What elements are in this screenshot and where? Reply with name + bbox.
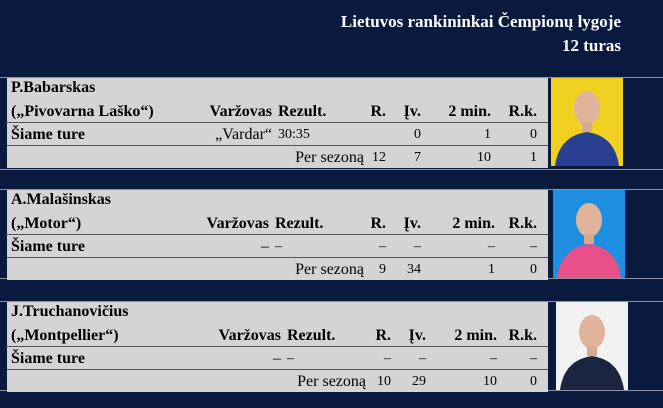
round-opponent: – xyxy=(273,350,281,367)
col-opponent: Varžovas xyxy=(206,215,269,232)
round-result: 30:35 xyxy=(278,127,310,142)
this-round-label: Šiame ture xyxy=(11,238,85,255)
round-result: – xyxy=(287,351,294,366)
player-card: A.Malašinskas („Motor“) Varžovas Rezult. R. Į… xyxy=(7,190,548,280)
season-iv: 7 xyxy=(414,150,421,165)
this-round-label: Šiame ture xyxy=(11,350,85,367)
round-iv: 0 xyxy=(414,127,421,142)
round-opponent: – xyxy=(261,238,269,255)
this-round-label: Šiame ture xyxy=(11,126,85,143)
col-2min: 2 min. xyxy=(454,327,497,344)
player-club: („Montpellier“) xyxy=(11,327,119,344)
season-r: 9 xyxy=(379,262,386,277)
col-result: Rezult. xyxy=(275,215,324,232)
round-rk: 0 xyxy=(530,127,537,142)
round-label: 12 turas xyxy=(561,36,621,55)
col-2min: 2 min. xyxy=(448,103,491,120)
season-2min: 10 xyxy=(483,374,497,389)
player-name: J.Truchanovičius xyxy=(11,303,129,320)
col-r: R. xyxy=(370,215,386,232)
season-label: Per sezoną xyxy=(295,149,364,166)
season-iv: 29 xyxy=(412,374,426,389)
round-opponent: „Vardar“ xyxy=(215,126,272,143)
divider xyxy=(0,77,663,78)
round-r: – xyxy=(379,239,386,254)
season-2min: 1 xyxy=(488,262,495,277)
round-2min: – xyxy=(488,239,495,254)
round-rk: – xyxy=(530,351,537,366)
col-2min: 2 min. xyxy=(452,215,495,232)
player-photo xyxy=(553,190,625,278)
player-photo xyxy=(556,302,628,390)
round-r: – xyxy=(384,351,391,366)
player-name: A.Malašinskas xyxy=(11,191,112,208)
player-card: J.Truchanovičius („Montpellier“) Varžovas R… xyxy=(7,302,548,392)
player-club: („Motor“) xyxy=(11,215,82,232)
col-iv: Įv. xyxy=(408,327,426,344)
player-photo xyxy=(551,78,623,166)
col-result: Rezult. xyxy=(287,327,336,344)
col-r: R. xyxy=(370,103,386,120)
col-opponent: Varžovas xyxy=(218,327,281,344)
season-label: Per sezoną xyxy=(297,373,366,390)
season-r: 12 xyxy=(372,150,386,165)
col-r: R. xyxy=(375,327,391,344)
season-rk: 0 xyxy=(530,374,537,389)
col-iv: Įv. xyxy=(403,215,421,232)
player-club: („Pivovarna Laško“) xyxy=(11,103,154,120)
divider xyxy=(0,169,663,170)
season-label: Per sezoną xyxy=(295,261,364,278)
col-iv: Įv. xyxy=(403,103,421,120)
col-rk: R.k. xyxy=(508,327,537,344)
season-2min: 10 xyxy=(477,150,491,165)
season-r: 10 xyxy=(377,374,391,389)
round-result: – xyxy=(275,239,282,254)
season-iv: 34 xyxy=(407,262,421,277)
round-iv: – xyxy=(414,239,421,254)
season-rk: 1 xyxy=(530,150,537,165)
round-2min: – xyxy=(490,351,497,366)
divider xyxy=(0,301,663,302)
season-rk: 0 xyxy=(530,262,537,277)
round-rk: – xyxy=(530,239,537,254)
col-opponent: Varžovas xyxy=(209,103,272,120)
player-card: P.Babarskas („Pivovarna Laško“) Varžovas Re… xyxy=(7,78,548,168)
divider xyxy=(0,189,663,190)
col-rk: R.k. xyxy=(508,103,537,120)
round-iv: – xyxy=(419,351,426,366)
round-2min: 1 xyxy=(484,127,491,142)
player-name: P.Babarskas xyxy=(11,79,96,96)
col-result: Rezult. xyxy=(278,103,327,120)
col-rk: R.k. xyxy=(508,215,537,232)
page-title: Lietuvos rankininkai Čempionų lygoje xyxy=(340,12,621,31)
